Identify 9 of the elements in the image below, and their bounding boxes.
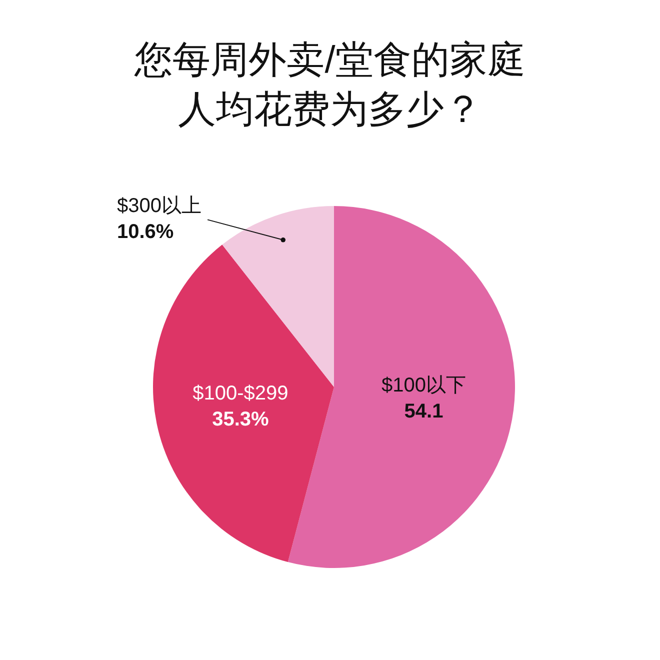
- slice-label: $100-$299: [192, 382, 288, 404]
- pie-slice: [288, 206, 515, 568]
- slice-label: $300以上: [117, 195, 202, 217]
- data-label: 35.3%: [212, 408, 270, 430]
- data-label: 10.6%: [117, 221, 174, 243]
- data-label: 54.1: [404, 400, 444, 423]
- chart-title: 您每周外卖/堂食的家庭人均花费为多少？: [134, 40, 526, 131]
- slice-label: $100以下: [382, 374, 466, 397]
- pie-slice: [153, 244, 334, 562]
